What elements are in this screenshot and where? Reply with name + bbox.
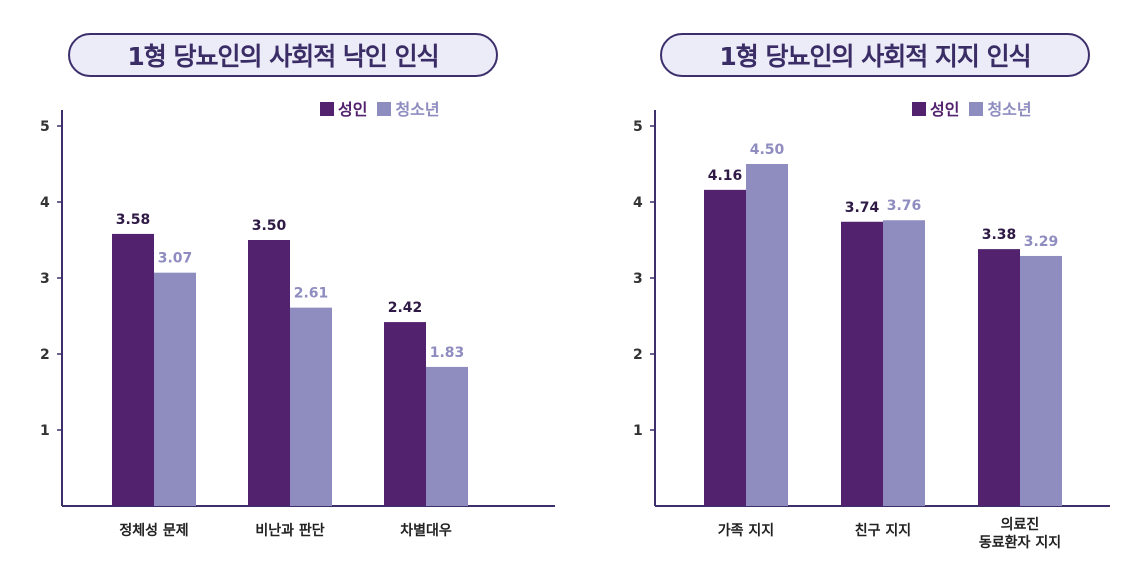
bar-teen	[1020, 255, 1062, 506]
legend-label: 청소년	[395, 100, 440, 119]
value-label: 3.07	[158, 251, 193, 267]
value-label: 2.61	[294, 286, 329, 302]
y-tick-label: 5	[40, 119, 50, 135]
value-label: 1.83	[430, 345, 465, 361]
x-category-label: 가족 지지	[718, 523, 774, 539]
y-tick-label: 4	[40, 195, 50, 211]
value-label: 3.38	[982, 227, 1017, 243]
bar-teen	[154, 272, 196, 506]
legend-item-teen: 청소년	[969, 96, 1032, 120]
legend-swatch-adult	[320, 102, 334, 116]
bar-adult	[704, 189, 746, 506]
bar-teen	[290, 307, 332, 506]
legend-label: 성인	[338, 100, 368, 119]
legend-item-teen: 청소년	[377, 96, 440, 120]
y-tick-label: 4	[633, 195, 643, 211]
legend-item-adult: 성인	[912, 96, 959, 120]
y-tick-label: 2	[633, 347, 643, 363]
legend-label: 청소년	[987, 100, 1032, 119]
chart-title-stigma: 1형 당뇨인의 사회적 낙인 인식	[68, 33, 498, 77]
bar-adult	[841, 221, 883, 506]
x-category-label: 의료진 동료환자 지지	[979, 516, 1061, 551]
bar-teen	[426, 366, 468, 506]
bar-adult	[112, 233, 154, 507]
bar-adult	[248, 240, 290, 506]
bar-teen	[883, 220, 925, 507]
legend-swatch-teen	[969, 102, 984, 116]
chart-title-support: 1형 당뇨인의 사회적 지지 인식	[660, 33, 1090, 77]
value-label: 3.29	[1024, 234, 1059, 250]
x-category-label: 정체성 문제	[119, 522, 188, 539]
y-tick-label: 5	[633, 119, 643, 135]
value-label: 3.76	[887, 198, 922, 214]
x-category-label: 차별대우	[400, 522, 452, 539]
value-label: 4.50	[750, 142, 785, 158]
y-tick-label: 1	[633, 423, 643, 439]
x-category-label: 친구 지지	[855, 523, 911, 539]
y-tick-label: 3	[633, 271, 643, 287]
legend-label: 성인	[930, 100, 960, 119]
value-label: 3.58	[116, 212, 151, 228]
legend-item-adult: 성인	[320, 96, 367, 120]
y-tick-label: 1	[40, 423, 50, 439]
y-tick-label: 2	[40, 347, 50, 363]
legend-swatch-teen	[377, 102, 392, 116]
bar-teen	[746, 164, 788, 506]
value-label: 2.42	[388, 300, 423, 316]
x-category-label: 비난과 판단	[255, 522, 324, 539]
legend-stigma: 성인 청소년	[320, 96, 440, 120]
value-label: 3.50	[252, 218, 287, 234]
y-tick-label: 3	[40, 271, 50, 287]
bar-adult	[978, 249, 1020, 506]
legend-swatch-adult	[912, 102, 926, 116]
legend-support: 성인 청소년	[912, 96, 1032, 120]
value-label: 3.74	[845, 200, 880, 216]
value-label: 4.16	[708, 168, 743, 184]
bar-adult	[384, 322, 426, 506]
